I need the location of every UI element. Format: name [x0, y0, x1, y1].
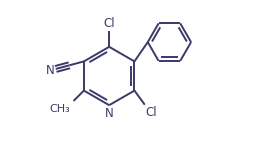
Text: Cl: Cl [146, 106, 157, 119]
Text: CH₃: CH₃ [49, 104, 70, 114]
Text: N: N [105, 107, 114, 120]
Text: Cl: Cl [103, 17, 115, 30]
Text: N: N [46, 64, 55, 77]
